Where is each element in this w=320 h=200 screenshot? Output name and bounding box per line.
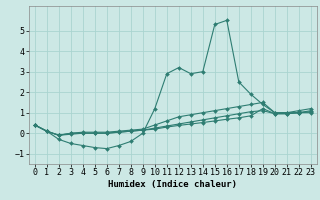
X-axis label: Humidex (Indice chaleur): Humidex (Indice chaleur): [108, 180, 237, 189]
